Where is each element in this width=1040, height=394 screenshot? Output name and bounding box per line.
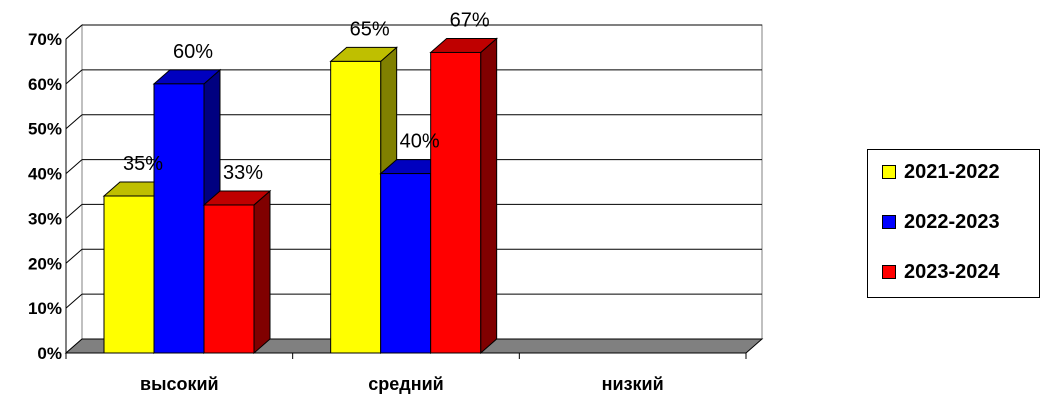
y-tick-label: 30% [28, 209, 62, 228]
data-label: 35% [123, 153, 163, 175]
chart-side-wall [65, 23, 83, 355]
data-label: 60% [173, 41, 213, 63]
data-label: 67% [450, 9, 490, 31]
y-tick-label: 60% [28, 75, 62, 94]
legend-swatch [882, 215, 896, 229]
bar [103, 195, 155, 354]
bar [430, 51, 482, 354]
data-label: 33% [223, 162, 263, 184]
gridline-side [65, 159, 83, 174]
y-tick-label: 50% [28, 120, 62, 139]
bar-chart: 0% 10% 20% 30% 40% 50% 60% 70% высокий средний низ… [28, 9, 764, 394]
legend-item: 2022-2023 [882, 210, 1000, 234]
legend-swatch [882, 165, 896, 179]
x-category-label: средний [368, 374, 443, 394]
y-tick-label: 0% [37, 344, 62, 363]
bar-side [480, 37, 498, 355]
y-tick-label: 10% [28, 299, 62, 318]
y-tick-label: 20% [28, 254, 62, 273]
legend-swatch [882, 265, 896, 279]
bar [330, 60, 382, 354]
gridline-side [65, 204, 83, 219]
legend-item: 2023-2024 [882, 260, 1000, 284]
data-label: 65% [350, 18, 390, 40]
x-category-label: низкий [602, 374, 664, 394]
legend-label: 2023-2024 [904, 260, 1000, 283]
bar [380, 173, 432, 354]
y-tick-label: 70% [28, 30, 62, 49]
y-tick-label: 40% [28, 165, 62, 184]
legend-label: 2021-2022 [904, 160, 1000, 183]
gridline-side [65, 114, 83, 130]
bar-side [253, 189, 271, 355]
gridline-side [65, 293, 83, 309]
legend-label: 2022-2023 [904, 210, 1000, 233]
x-category-label: высокий [140, 374, 219, 394]
gridline-side [65, 248, 83, 264]
legend-item: 2021-2022 [882, 160, 1000, 184]
data-label: 40% [400, 131, 440, 153]
bar [153, 83, 205, 354]
chart-legend: 2021-2022 2022-2023 2023-2024 [867, 149, 1040, 298]
gridline-side [65, 69, 83, 85]
gridline-side [65, 24, 83, 40]
bar [203, 204, 255, 354]
